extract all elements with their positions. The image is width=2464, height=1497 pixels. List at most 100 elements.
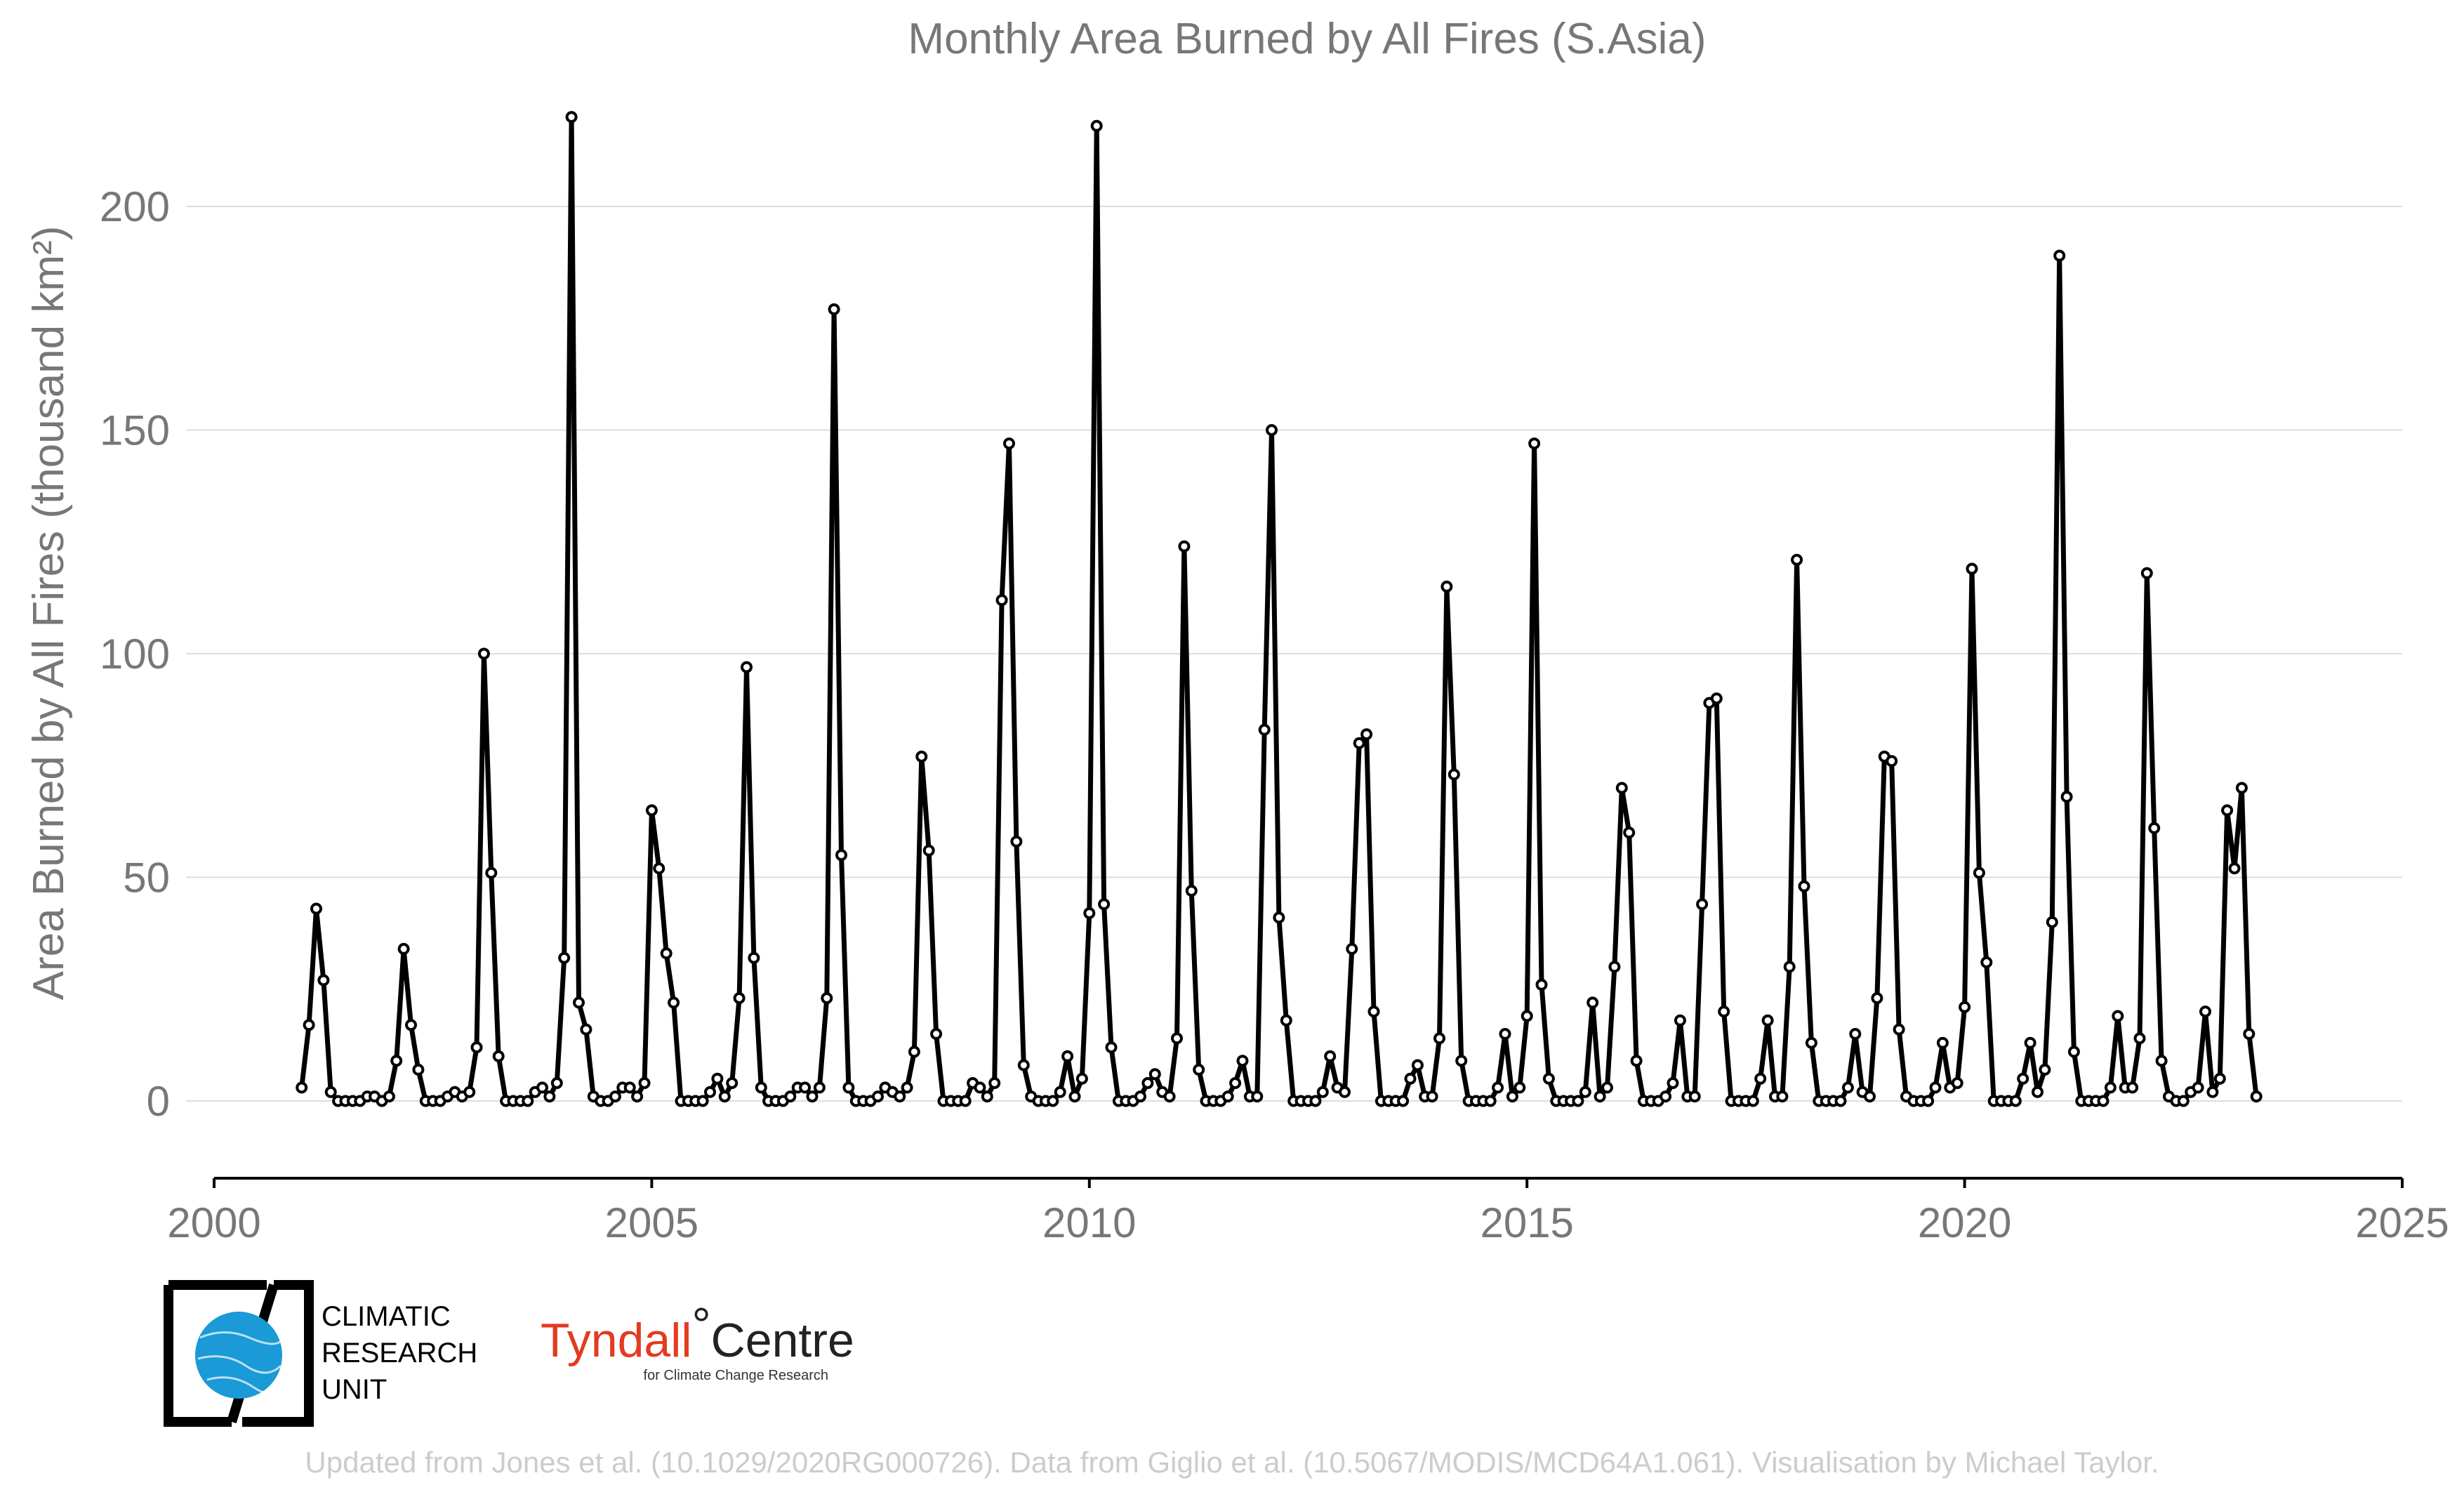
data-point (573, 996, 585, 1009)
data-point (1893, 1023, 1905, 1036)
data-point (1324, 1050, 1337, 1062)
tyndall-logo: Tyndall°Centre for Climate Change Resear… (541, 1298, 854, 1383)
data-point (1411, 1059, 1424, 1071)
data-point (1805, 1036, 1817, 1049)
data-point (828, 303, 840, 315)
data-point (1171, 1032, 1183, 1045)
data-point (2009, 1095, 2022, 1107)
data-point (412, 1063, 425, 1076)
data-point (1440, 580, 1453, 593)
data-point (1367, 1005, 1380, 1018)
data-point (748, 951, 760, 964)
data-point (741, 661, 753, 673)
cru-logo: CLIMATIC RESEARCH UNIT (164, 1280, 477, 1427)
data-point (813, 1081, 826, 1094)
data-point (1798, 880, 1810, 892)
data-point (397, 942, 410, 955)
data-point (1572, 1095, 1584, 1107)
data-point (718, 1090, 731, 1103)
data-point (580, 1023, 592, 1036)
data-point (1594, 1090, 1606, 1103)
data-point (981, 1090, 993, 1103)
data-point (1178, 540, 1191, 553)
data-point (1929, 1081, 1942, 1094)
data-point (668, 996, 680, 1009)
x-tick-label: 2020 (1918, 1199, 2011, 1246)
globe-icon (195, 1312, 282, 1399)
data-point (1980, 956, 1993, 968)
cru-line-3: UNIT (322, 1374, 387, 1405)
data-point (1871, 992, 1883, 1004)
data-point (1309, 1095, 1322, 1107)
data-point (1791, 553, 1803, 566)
data-point (1499, 1028, 1511, 1040)
data-point (558, 951, 571, 964)
data-point (1849, 1028, 1862, 1040)
data-point (2199, 1005, 2211, 1018)
data-point (1068, 1090, 1081, 1103)
data-point (726, 1077, 738, 1089)
data-point (1579, 1086, 1591, 1098)
data-point (2221, 804, 2234, 817)
data-point (1455, 1055, 1468, 1067)
data-point (2053, 249, 2066, 262)
gridlines (186, 206, 2402, 1102)
data-point (2206, 1086, 2219, 1098)
x-ticks: 2000 2005 2010 2015 2020 2025 (167, 1178, 2449, 1246)
y-tick-label: 100 (100, 631, 170, 678)
data-point (2024, 1036, 2036, 1049)
data-point (1258, 723, 1271, 736)
y-tick-label: 200 (100, 183, 170, 230)
data-point (1718, 1005, 1730, 1018)
data-point (872, 1090, 884, 1103)
data-point (1360, 728, 1373, 741)
data-point (915, 751, 928, 763)
data-point (536, 1081, 548, 1094)
data-point (894, 1090, 906, 1103)
data-point (1615, 782, 1628, 794)
data-point (1273, 911, 1285, 924)
series-line (299, 114, 2259, 1104)
data-point (1542, 1072, 1555, 1085)
data-point (1090, 119, 1103, 132)
data-point (1433, 1032, 1445, 1045)
data-point (1660, 1090, 1672, 1103)
data-point (2177, 1095, 2190, 1107)
series-group (296, 111, 2263, 1107)
data-point (2126, 1081, 2139, 1094)
data-point (704, 1086, 716, 1098)
data-point (1601, 1081, 1613, 1094)
data-point (1339, 1086, 1351, 1098)
data-point (623, 1081, 636, 1094)
data-point (1841, 1081, 1854, 1094)
y-tick-label: 0 (147, 1078, 170, 1125)
data-point (995, 594, 1008, 607)
data-point (1163, 1090, 1176, 1103)
data-point (653, 862, 665, 875)
data-point (696, 1095, 709, 1107)
data-point (1528, 437, 1541, 450)
x-tick-label: 2010 (1042, 1199, 1136, 1246)
x-tick-label: 2005 (605, 1199, 698, 1246)
data-point (2104, 1081, 2117, 1094)
data-point (492, 1050, 505, 1062)
data-point (1674, 1014, 1686, 1027)
data-point (1003, 437, 1015, 450)
data-point (390, 1055, 403, 1067)
data-point (2228, 862, 2241, 875)
data-point (1973, 866, 1985, 879)
data-point (609, 1090, 621, 1103)
data-point (1696, 898, 1709, 911)
data-point (2097, 1095, 2109, 1107)
x-tick-label: 2015 (1480, 1199, 1573, 1246)
data-point (806, 1090, 819, 1103)
data-point (1185, 885, 1198, 897)
data-point (842, 1081, 855, 1094)
data-point (2046, 916, 2058, 928)
data-point (1193, 1063, 1205, 1076)
data-point (2112, 1010, 2124, 1022)
credit-text: Updated from Jones et al. (10.1029/2020R… (305, 1446, 2159, 1479)
data-point (821, 992, 833, 1004)
data-point (901, 1081, 913, 1094)
data-point (1535, 978, 1548, 991)
